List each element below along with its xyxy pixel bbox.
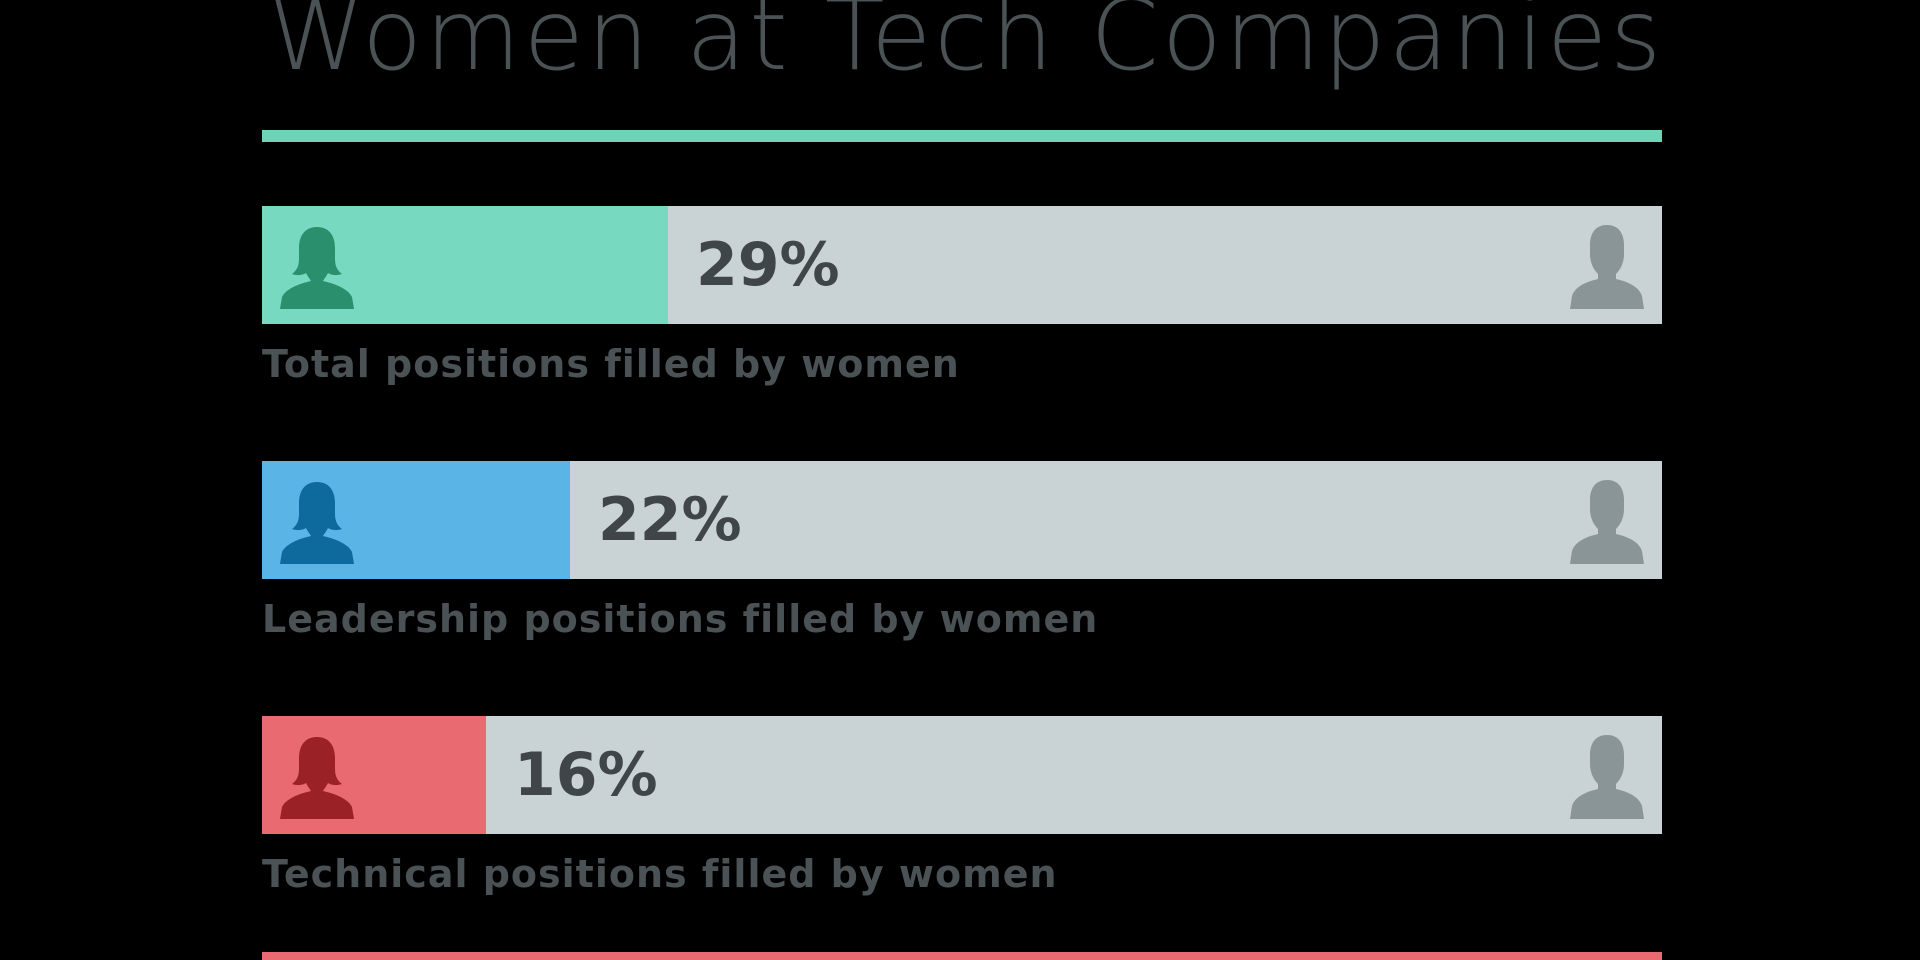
male-person-icon xyxy=(1568,476,1646,564)
male-person-icon-graphic xyxy=(1570,735,1644,819)
male-person-icon xyxy=(1568,221,1646,309)
next-bar-edge xyxy=(262,952,1662,960)
bar-value-label: 16% xyxy=(514,740,658,810)
chart-title: Women at Tech Companies xyxy=(268,0,1665,93)
male-person-icon-graphic xyxy=(1570,480,1644,564)
bar-value-label: 29% xyxy=(696,230,840,300)
male-person-icon xyxy=(1568,731,1646,819)
bar-category-label: Total positions filled by women xyxy=(262,342,960,386)
title-underline xyxy=(262,130,1662,142)
bar-value-label: 22% xyxy=(598,485,742,555)
female-person-icon-graphic xyxy=(280,737,354,819)
male-person-icon-graphic xyxy=(1570,225,1644,309)
female-person-icon xyxy=(278,731,356,819)
bar-category-label: Leadership positions filled by women xyxy=(262,597,1099,641)
bar-row: 29% Total positions filled by women xyxy=(262,206,1662,386)
female-person-icon xyxy=(278,221,356,309)
bar-category-label: Technical positions filled by women xyxy=(262,852,1058,896)
bar-track: 16% xyxy=(262,716,1662,834)
bar-row: 22% Leadership positions filled by women xyxy=(262,461,1662,641)
female-person-icon-graphic xyxy=(280,482,354,564)
bar-row: 16% Technical positions filled by women xyxy=(262,716,1662,896)
female-person-icon-graphic xyxy=(280,227,354,309)
female-person-icon xyxy=(278,476,356,564)
bar-track: 29% xyxy=(262,206,1662,324)
bar-track: 22% xyxy=(262,461,1662,579)
